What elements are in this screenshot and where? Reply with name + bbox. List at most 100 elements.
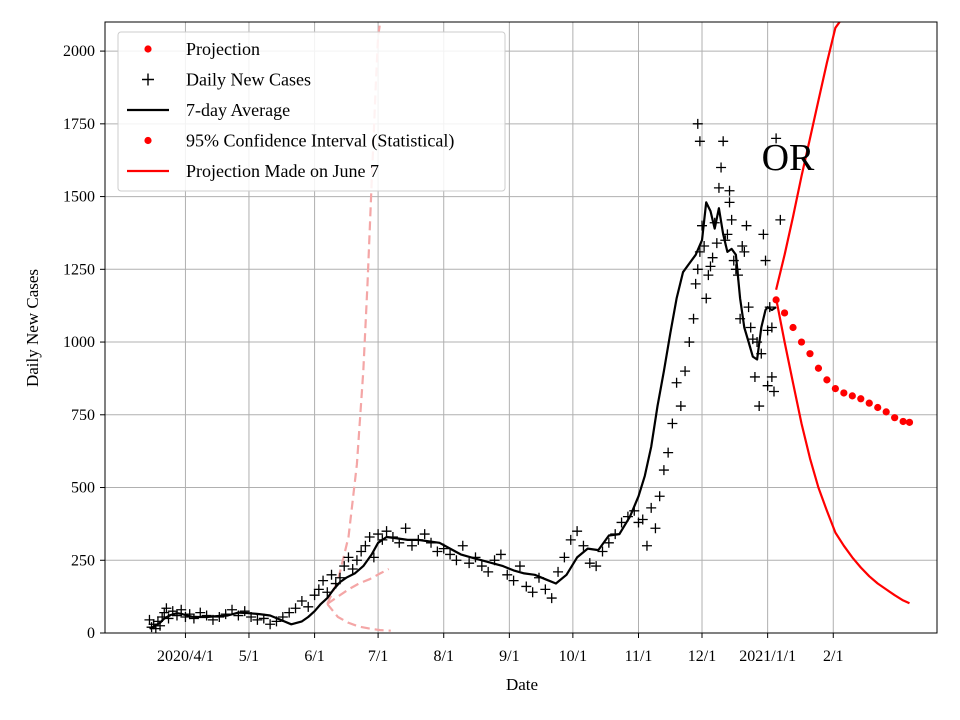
daily-case-point <box>451 555 462 566</box>
daily-case-point <box>343 552 354 563</box>
y-tick-label: 2000 <box>63 43 95 60</box>
daily-case-point <box>694 136 705 147</box>
daily-case-point <box>707 252 718 263</box>
projection-point <box>806 350 814 358</box>
daily-case-point <box>318 575 329 586</box>
daily-case-point <box>508 575 519 586</box>
daily-case-point <box>527 587 538 598</box>
daily-case-point <box>290 603 301 614</box>
legend-label: 7-day Average <box>186 100 290 120</box>
daily-case-point <box>495 549 506 560</box>
daily-case-point <box>713 182 724 193</box>
x-tick-label: 5/1 <box>239 648 259 665</box>
projection-point <box>831 385 839 393</box>
projection-point <box>797 338 806 346</box>
legend-label: Projection <box>186 39 260 59</box>
projection-point <box>882 408 890 416</box>
daily-case-point <box>692 118 703 129</box>
daily-case-point <box>339 561 350 572</box>
projection-point <box>772 296 780 304</box>
projection-point <box>823 376 831 384</box>
legend-plus-marker <box>142 73 154 86</box>
daily-case-point <box>227 604 238 615</box>
daily-case-point <box>326 569 337 580</box>
daily-case-point <box>239 606 250 617</box>
daily-case-point <box>559 552 570 563</box>
daily-case-point <box>739 246 750 257</box>
daily-case-point <box>373 529 384 540</box>
daily-case-point <box>658 465 669 476</box>
daily-case-point <box>724 197 735 208</box>
x-axis-label: Date <box>506 675 538 694</box>
daily-case-point <box>671 377 682 388</box>
daily-case-point <box>432 546 443 557</box>
x-tick-label: 10/1 <box>559 648 587 665</box>
daily-case-point <box>616 517 627 528</box>
daily-case-point <box>584 558 595 569</box>
daily-case-point <box>711 238 722 249</box>
x-tick-label: 9/1 <box>499 648 519 665</box>
daily-case-point <box>692 264 703 275</box>
daily-case-point <box>768 386 779 397</box>
daily-case-point <box>572 526 583 537</box>
legend-label: Projection Made on June 7 <box>186 161 379 181</box>
daily-case-point <box>184 609 195 620</box>
projection-point <box>865 399 873 407</box>
daily-case-point <box>546 593 557 604</box>
daily-case-point <box>252 614 263 625</box>
legend-label: 95% Confidence Interval (Statistical) <box>186 131 454 152</box>
projection-made-on-june-7-center-line <box>326 568 390 605</box>
y-tick-label: 1000 <box>63 334 95 351</box>
daily-case-point <box>476 561 487 572</box>
legend: Projection Daily New Cases 7-day Average 95… <box>117 31 506 192</box>
daily-case-point <box>667 418 678 429</box>
legend-dot-marker <box>144 136 152 145</box>
daily-case-point <box>265 619 276 630</box>
daily-case-point <box>743 302 754 313</box>
daily-case-point <box>745 322 756 333</box>
x-tick-label: 8/1 <box>434 648 454 665</box>
projection-point <box>874 403 882 412</box>
or-annotation: OR <box>762 137 815 179</box>
daily-case-point <box>775 214 786 225</box>
daily-case-point <box>313 584 324 595</box>
daily-case-point <box>296 595 307 606</box>
daily-case-point <box>159 607 170 618</box>
daily-case-point <box>457 540 468 551</box>
daily-case-point <box>445 549 456 560</box>
daily-case-point <box>758 229 769 240</box>
projection-point <box>789 323 797 332</box>
daily-case-point <box>521 581 532 592</box>
daily-case-point <box>663 447 674 458</box>
daily-case-point <box>597 546 608 557</box>
series-layer <box>144 22 914 633</box>
daily-case-point <box>540 584 551 595</box>
projection-point <box>899 417 907 426</box>
projection-point <box>905 418 914 426</box>
projection-point <box>857 395 865 403</box>
daily-case-point <box>351 555 362 566</box>
y-tick-label: 500 <box>71 480 95 497</box>
projection-point <box>891 414 899 422</box>
daily-case-point <box>741 220 752 231</box>
daily-case-point <box>699 241 710 252</box>
daily-case-point <box>303 601 314 612</box>
7-day-average-line <box>149 201 777 630</box>
y-tick-label: 750 <box>71 407 95 424</box>
daily-case-point <box>565 534 576 545</box>
daily-case-point <box>680 366 691 377</box>
plot-frame <box>104 21 938 634</box>
projection-made-on-june-7-lower-line <box>326 603 391 632</box>
95-confidence-interval-statistical-lower-line <box>775 298 910 605</box>
projection-point <box>848 392 856 400</box>
x-tick-label: 2021/1/1 <box>739 648 796 665</box>
daily-case-point <box>749 371 760 382</box>
daily-case-point <box>406 540 417 551</box>
daily-case-point <box>716 162 727 173</box>
x-tick-label: 2020/4/1 <box>157 648 214 665</box>
95-confidence-interval-statistical-upper-line <box>775 22 841 290</box>
x-tick-label: 7/1 <box>368 648 388 665</box>
projection-point <box>840 389 848 397</box>
daily-case-point <box>650 523 661 534</box>
